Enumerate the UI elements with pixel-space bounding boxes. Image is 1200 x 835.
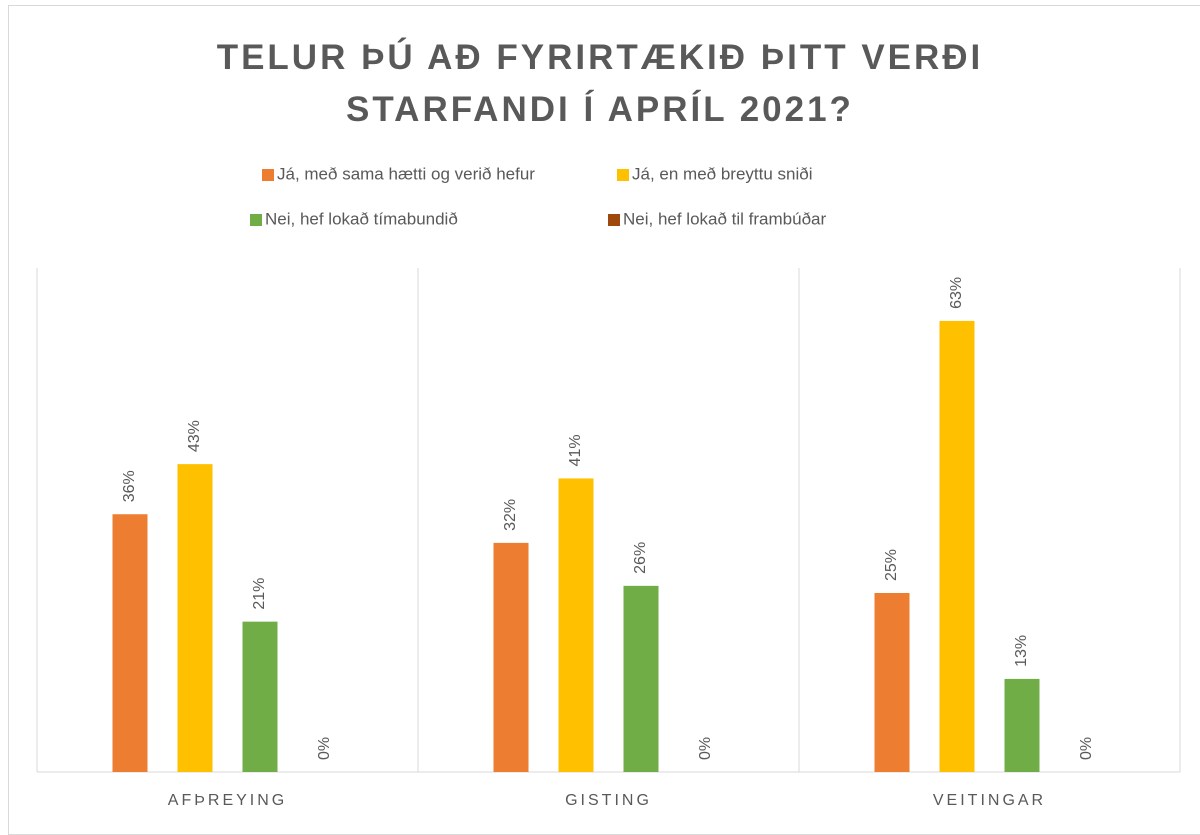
bar — [242, 621, 278, 772]
data-label: 0% — [697, 737, 714, 760]
legend-swatch — [608, 214, 620, 226]
data-label: 26% — [632, 542, 649, 574]
bar — [1004, 678, 1040, 772]
bar — [177, 464, 213, 772]
x-tick-label: VEITINGAR — [933, 792, 1046, 809]
data-label: 13% — [1013, 635, 1030, 667]
bar — [493, 542, 529, 772]
bar — [939, 320, 975, 772]
data-label: 43% — [186, 420, 203, 452]
bar — [623, 585, 659, 772]
data-label: 21% — [251, 578, 268, 610]
bar — [558, 478, 594, 772]
legend-swatch — [262, 169, 274, 181]
legend-label: Já, en með breyttu sniði — [632, 164, 812, 183]
bar — [874, 593, 910, 772]
data-label: 25% — [883, 549, 900, 581]
legend-label: Nei, hef lokað til frambúðar — [623, 209, 826, 228]
legend-label: Nei, hef lokað tímabundið — [265, 209, 458, 228]
x-tick-label: AFÞREYING — [168, 792, 287, 809]
data-label: 0% — [1078, 737, 1095, 760]
x-tick-label: GISTING — [565, 792, 652, 809]
chart-title: TELUR ÞÚ AÐ FYRIRTÆKIÐ ÞITT VERÐI STARFA… — [216, 38, 984, 129]
legend-label: Já, með sama hætti og verið hefur — [277, 164, 535, 183]
legend-swatch — [250, 214, 262, 226]
data-label: 32% — [502, 499, 519, 531]
data-label: 0% — [316, 737, 333, 760]
legend-swatch — [617, 169, 629, 181]
bar — [112, 514, 148, 772]
data-label: 63% — [948, 277, 965, 309]
data-label: 36% — [121, 470, 138, 502]
data-label: 41% — [567, 434, 584, 466]
